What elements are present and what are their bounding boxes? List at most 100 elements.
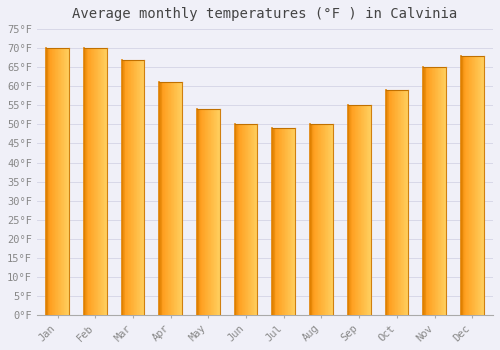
Bar xyxy=(93,48,94,315)
Bar xyxy=(178,83,179,315)
Bar xyxy=(277,128,278,315)
Bar xyxy=(478,56,479,315)
Bar xyxy=(283,128,284,315)
Bar xyxy=(314,124,315,315)
Bar xyxy=(362,105,363,315)
Bar xyxy=(52,48,53,315)
Bar xyxy=(62,48,63,315)
Bar xyxy=(122,60,123,315)
Bar xyxy=(235,124,236,315)
Bar xyxy=(405,90,406,315)
Bar xyxy=(130,60,131,315)
Bar xyxy=(136,60,137,315)
Bar xyxy=(287,128,288,315)
Bar xyxy=(274,128,275,315)
Bar xyxy=(467,56,468,315)
Bar xyxy=(198,109,200,315)
Bar xyxy=(324,124,326,315)
Bar xyxy=(400,90,402,315)
Bar xyxy=(360,105,361,315)
Bar xyxy=(164,83,166,315)
Bar xyxy=(214,109,215,315)
Bar xyxy=(322,124,323,315)
Bar xyxy=(179,83,180,315)
Bar xyxy=(471,56,472,315)
Bar xyxy=(105,48,106,315)
Bar xyxy=(60,48,62,315)
Bar xyxy=(206,109,207,315)
Bar xyxy=(311,124,312,315)
Bar xyxy=(127,60,128,315)
Bar xyxy=(197,109,198,315)
Bar xyxy=(284,128,286,315)
Bar xyxy=(244,124,246,315)
Bar xyxy=(276,128,277,315)
Bar xyxy=(240,124,241,315)
Bar xyxy=(354,105,356,315)
Bar xyxy=(123,60,124,315)
Bar xyxy=(255,124,256,315)
Bar xyxy=(236,124,237,315)
Bar xyxy=(203,109,204,315)
Bar xyxy=(293,128,294,315)
Bar xyxy=(273,128,274,315)
Bar xyxy=(210,109,212,315)
Bar xyxy=(434,67,436,315)
Bar xyxy=(438,67,439,315)
Bar xyxy=(162,83,163,315)
Bar xyxy=(96,48,97,315)
Bar xyxy=(316,124,317,315)
Bar xyxy=(173,83,174,315)
Bar xyxy=(483,56,484,315)
Bar xyxy=(56,48,57,315)
Bar xyxy=(364,105,366,315)
Bar xyxy=(358,105,360,315)
Bar xyxy=(292,128,293,315)
Bar xyxy=(424,67,425,315)
Bar xyxy=(215,109,216,315)
Bar xyxy=(332,124,333,315)
Bar xyxy=(393,90,394,315)
Bar xyxy=(387,90,388,315)
Bar xyxy=(440,67,442,315)
Bar xyxy=(403,90,404,315)
Bar xyxy=(363,105,364,315)
Bar xyxy=(464,56,465,315)
Bar xyxy=(250,124,252,315)
Bar xyxy=(290,128,292,315)
Bar xyxy=(351,105,352,315)
Bar xyxy=(92,48,93,315)
Bar xyxy=(65,48,66,315)
Bar xyxy=(204,109,206,315)
Bar xyxy=(396,90,397,315)
Bar xyxy=(247,124,248,315)
Bar xyxy=(402,90,403,315)
Title: Average monthly temperatures (°F ) in Calvinia: Average monthly temperatures (°F ) in Ca… xyxy=(72,7,458,21)
Bar xyxy=(63,48,64,315)
Bar xyxy=(357,105,358,315)
Bar xyxy=(313,124,314,315)
Bar xyxy=(466,56,467,315)
Bar xyxy=(98,48,99,315)
Bar xyxy=(248,124,249,315)
Bar xyxy=(135,60,136,315)
Bar xyxy=(274,128,276,315)
Bar xyxy=(465,56,466,315)
Bar xyxy=(473,56,474,315)
Bar xyxy=(472,56,473,315)
Bar xyxy=(479,56,480,315)
Bar xyxy=(161,83,162,315)
Bar xyxy=(64,48,65,315)
Bar xyxy=(94,48,96,315)
Bar xyxy=(51,48,52,315)
Bar xyxy=(482,56,483,315)
Bar xyxy=(49,48,50,315)
Bar xyxy=(89,48,90,315)
Bar xyxy=(48,48,50,315)
Bar xyxy=(353,105,354,315)
Bar xyxy=(242,124,243,315)
Bar xyxy=(90,48,91,315)
Bar xyxy=(329,124,330,315)
Bar xyxy=(47,48,48,315)
Bar xyxy=(427,67,428,315)
